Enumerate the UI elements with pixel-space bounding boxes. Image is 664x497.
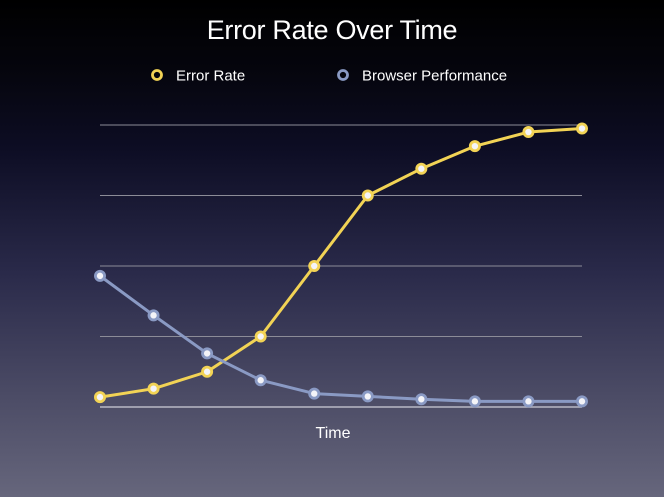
x-axis-label: Time: [316, 425, 351, 442]
data-point: [361, 189, 374, 202]
data-point: [522, 395, 535, 408]
series-line: [98, 274, 584, 403]
data-point: [254, 330, 267, 343]
legend-item: Error Rate: [151, 68, 245, 85]
data-point: [415, 162, 428, 175]
legend: Error Rate Browser Performance: [151, 68, 507, 85]
data-point: [468, 140, 481, 153]
chart-title: Error Rate Over Time: [206, 15, 458, 45]
data-point: [147, 382, 160, 395]
data-point: [308, 387, 321, 400]
data-point: [468, 395, 481, 408]
gridlines: [100, 124, 582, 408]
legend-marker: [337, 69, 349, 81]
data-point: [147, 309, 160, 322]
series-layer: [94, 122, 589, 408]
series-line: [98, 127, 584, 399]
legend-label: Browser Performance: [362, 68, 507, 85]
data-point: [201, 347, 214, 360]
data-point: [576, 122, 589, 135]
legend-item: Browser Performance: [337, 68, 507, 85]
legend-label: Error Rate: [176, 68, 245, 85]
data-point: [415, 393, 428, 406]
legend-marker: [151, 69, 163, 81]
data-point: [522, 126, 535, 139]
data-point: [361, 390, 374, 403]
data-point: [201, 365, 214, 378]
data-point: [94, 269, 107, 282]
data-point: [254, 374, 267, 387]
data-point: [94, 391, 107, 404]
data-point: [308, 259, 321, 272]
data-point: [576, 395, 589, 408]
